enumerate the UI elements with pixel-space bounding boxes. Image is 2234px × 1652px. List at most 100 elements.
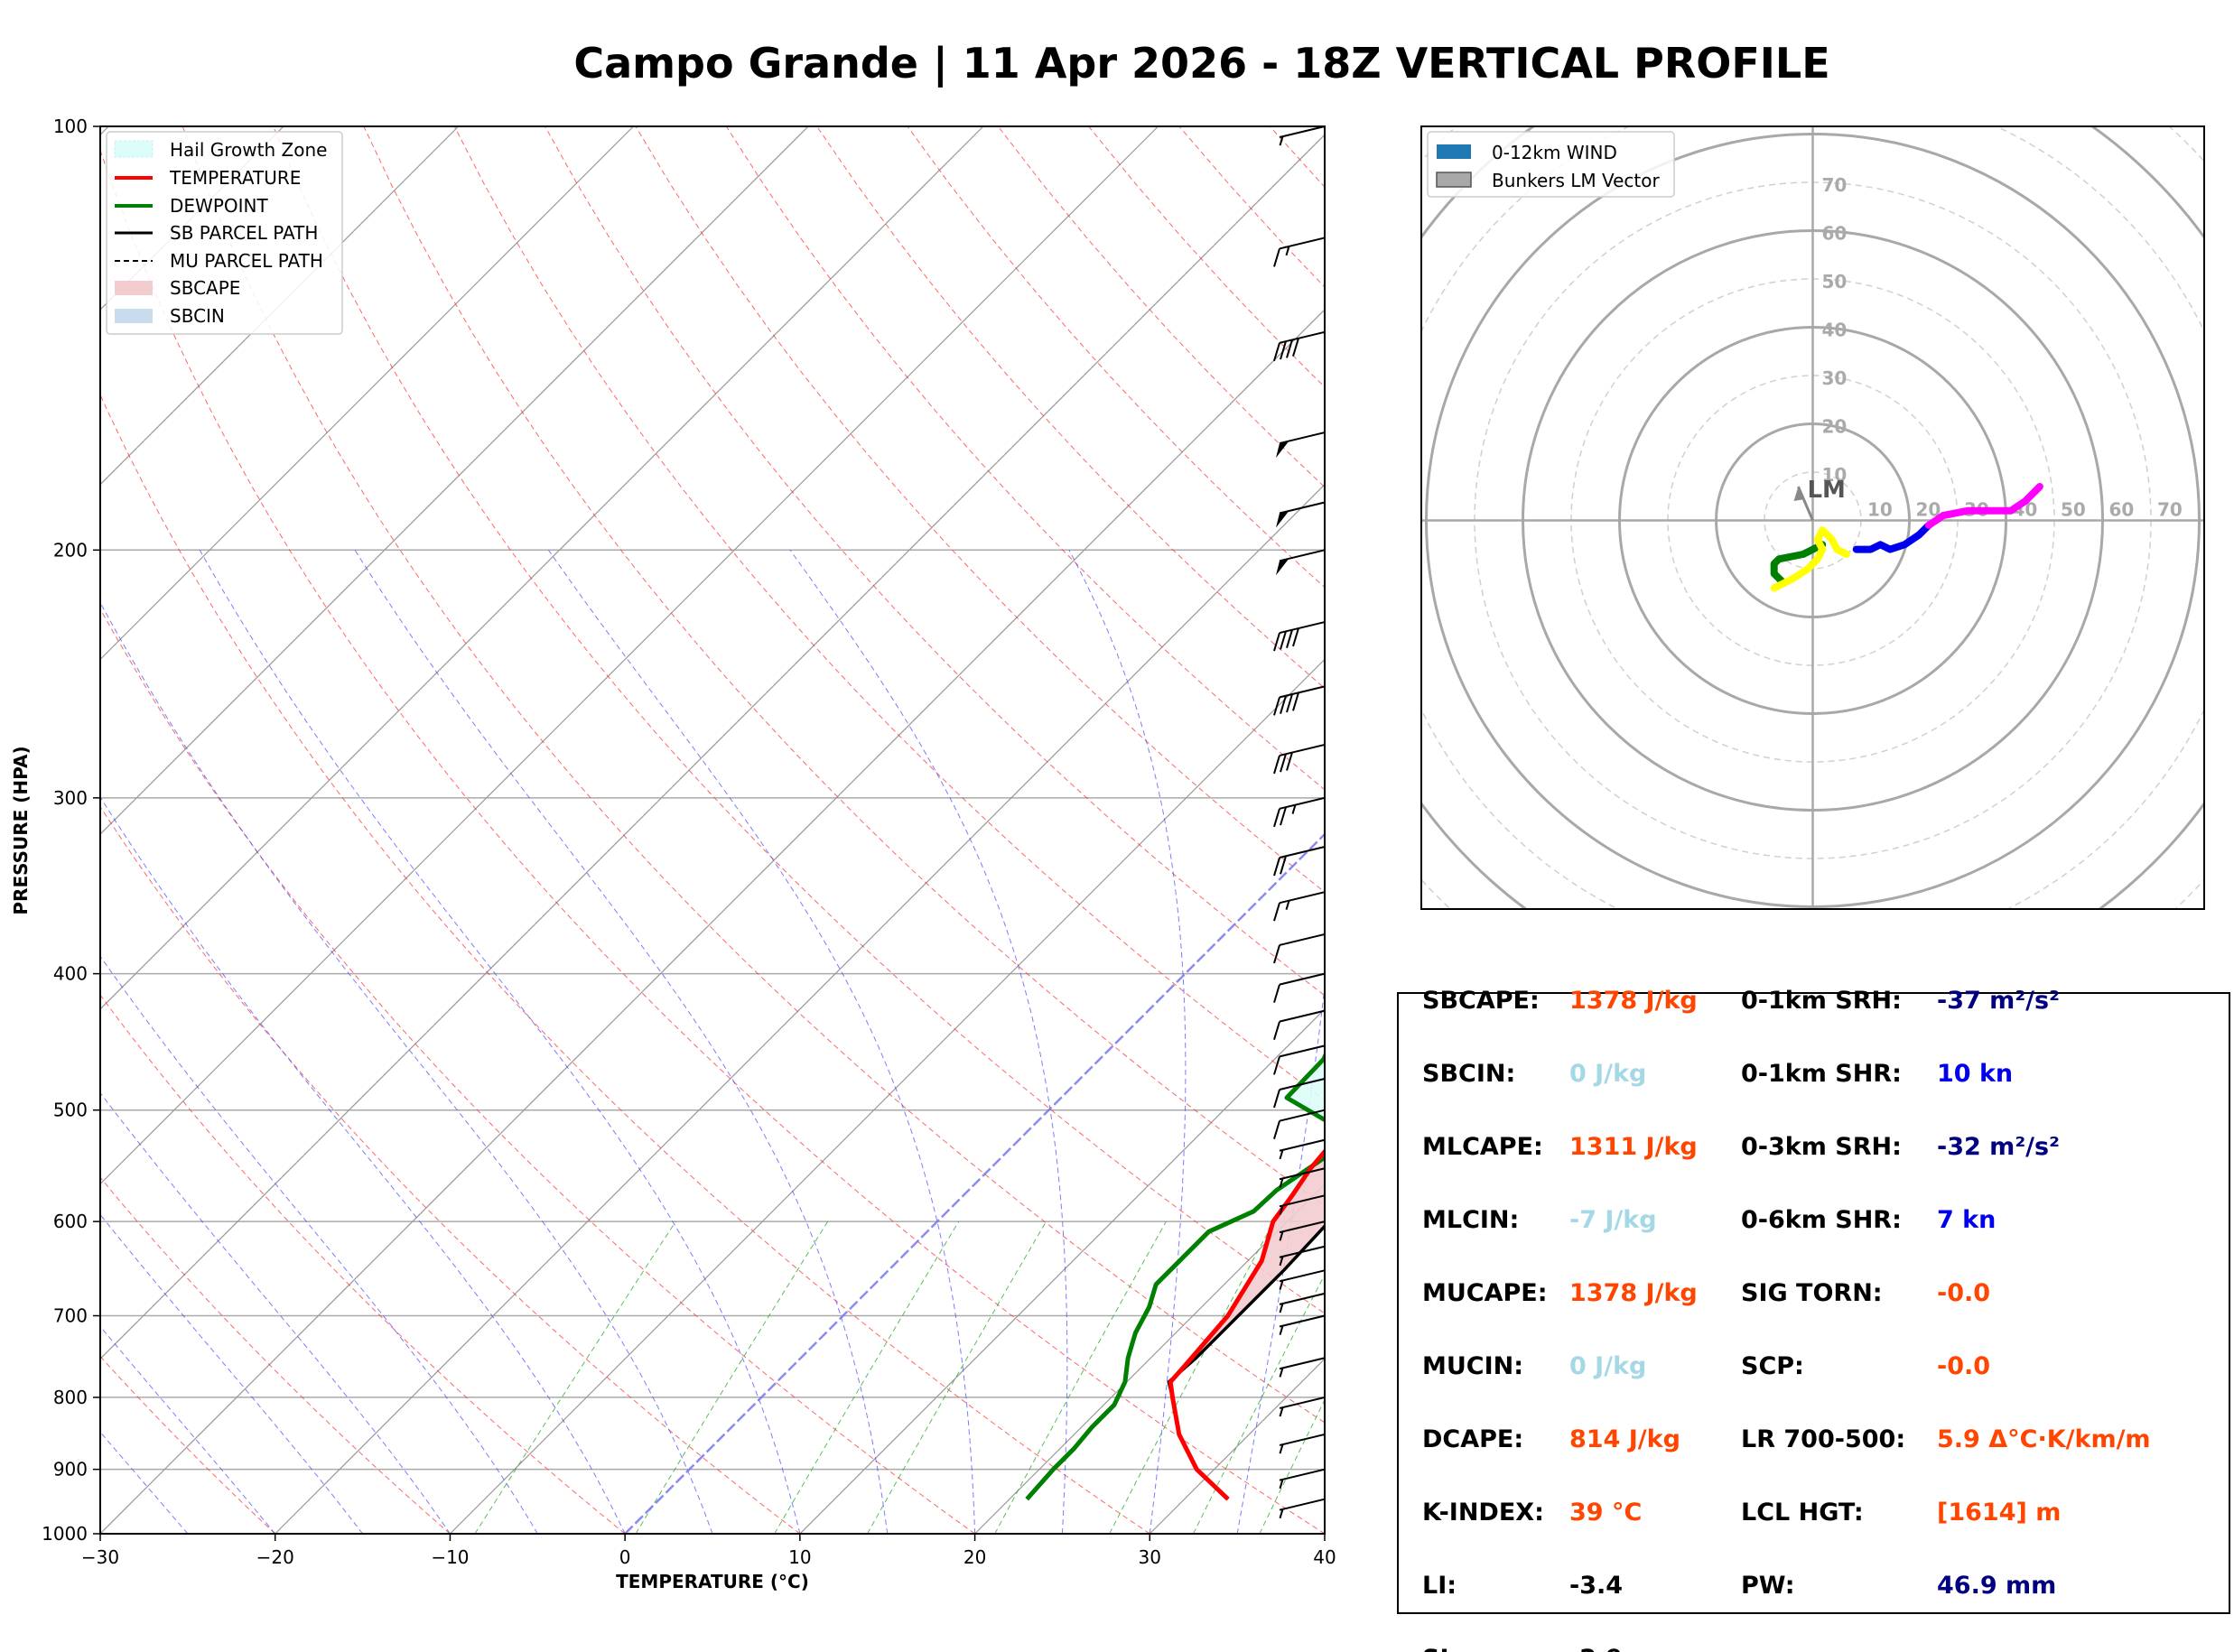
ring-label-vertical: 70 bbox=[1822, 174, 1848, 196]
wind-barb-full bbox=[1280, 753, 1287, 773]
wind-barb-full bbox=[1273, 1120, 1280, 1139]
wind-barb bbox=[1279, 1357, 1326, 1378]
skew-t-legend: Hail Growth Zone TEMPERATURE DEWPOINT SB… bbox=[106, 131, 343, 335]
index-label: LCL HGT: bbox=[1741, 1499, 1864, 1527]
moist-adiabat-line bbox=[100, 1213, 363, 1534]
index-value: 814 J/kg bbox=[1569, 1425, 1680, 1453]
wind-barb-half bbox=[1279, 1303, 1284, 1313]
wind-barb bbox=[1273, 1077, 1326, 1109]
wind-barb-full bbox=[1286, 752, 1293, 771]
index-value: 5.9 Δ°C·K/km/m bbox=[1937, 1425, 2151, 1453]
dry-adiabat-line bbox=[100, 608, 975, 1534]
legend-label-temperature: TEMPERATURE bbox=[169, 167, 301, 189]
wind-barb-staff bbox=[1279, 1109, 1326, 1122]
wind-barb-full bbox=[1273, 808, 1280, 828]
ring-label-vertical: 50 bbox=[1822, 271, 1848, 292]
wind-barb-staff bbox=[1279, 1498, 1326, 1511]
skew-t-plot: −30 −20 −10 0 10 20 30 40 1000 900 800 700 600 500 400… bbox=[10, 116, 1336, 1592]
index-label: SIG TORN: bbox=[1741, 1279, 1883, 1307]
index-value: 39 °C bbox=[1569, 1499, 1642, 1527]
wind-barb-full bbox=[1273, 342, 1280, 362]
index-value: -3.4 bbox=[1569, 1572, 1623, 1600]
wind-barb-staff bbox=[1279, 1077, 1326, 1091]
wind-barb-half bbox=[1279, 1479, 1284, 1490]
mixing-ratio-line bbox=[1109, 1220, 1275, 1534]
wind-barb-staff bbox=[1279, 1138, 1326, 1152]
hodograph-trace bbox=[1770, 541, 1827, 587]
y-tick-label: 1000 bbox=[42, 1523, 88, 1545]
wind-barb-half bbox=[1279, 1231, 1284, 1241]
wind-barb-half bbox=[1279, 1325, 1284, 1335]
index-label: LI: bbox=[1422, 1572, 1457, 1600]
index-value: 7 kn bbox=[1937, 1206, 1996, 1234]
dry-adiabat-line bbox=[273, 126, 1325, 1314]
y-tick-label: 700 bbox=[53, 1305, 88, 1327]
wind-barb-pennant bbox=[1276, 559, 1289, 576]
mixing-ratio-line bbox=[635, 1220, 829, 1534]
isotherm-line bbox=[100, 126, 460, 486]
legend-swatch-sbcin bbox=[115, 309, 153, 323]
mixing-ratio-line bbox=[474, 1220, 676, 1534]
isotherm-line bbox=[100, 126, 809, 835]
wind-barb bbox=[1273, 621, 1326, 652]
dry-adiabat-line bbox=[635, 126, 1325, 893]
legend-label-sbcape: SBCAPE bbox=[170, 277, 240, 299]
y-tick-label: 900 bbox=[53, 1459, 88, 1480]
moist-adiabat-line bbox=[100, 1091, 451, 1534]
wind-barb-full bbox=[1273, 857, 1280, 877]
wind-barb-full bbox=[1280, 806, 1287, 826]
wind-barb-full bbox=[1273, 697, 1280, 716]
wind-barb bbox=[1279, 1468, 1326, 1490]
mixing-ratio-line bbox=[774, 1220, 960, 1534]
index-label: MLCAPE: bbox=[1422, 1133, 1543, 1161]
wind-barb-staff bbox=[1279, 1194, 1326, 1208]
wind-barb bbox=[1279, 1269, 1326, 1290]
wind-barb bbox=[1273, 743, 1326, 775]
index-label: SCP: bbox=[1741, 1352, 1804, 1380]
dewpoint-line bbox=[1025, 1051, 1325, 1501]
wind-barb bbox=[1273, 891, 1326, 922]
wind-barb bbox=[1279, 1245, 1326, 1267]
bunkers-lm-arrowhead bbox=[1793, 487, 1805, 501]
index-label: DCAPE: bbox=[1422, 1425, 1523, 1453]
dry-adiabat-line bbox=[100, 994, 626, 1534]
y-tick-label: 100 bbox=[53, 116, 88, 137]
wind-barb-staff bbox=[1279, 1009, 1326, 1023]
legend-swatch-wind bbox=[1437, 144, 1471, 159]
wind-barb-staff bbox=[1279, 685, 1326, 699]
wind-barb-half bbox=[1279, 1508, 1284, 1519]
wind-barb-staff bbox=[1279, 846, 1326, 858]
wind-barb bbox=[1276, 432, 1326, 459]
wind-barb-staff bbox=[1279, 1167, 1326, 1181]
indices-frame bbox=[1397, 992, 2230, 1614]
wind-barb bbox=[1279, 1396, 1326, 1417]
index-label: 0-1km SHR: bbox=[1741, 1060, 1902, 1088]
wind-barb-half bbox=[1279, 1256, 1284, 1267]
index-value: 0 J/kg bbox=[1569, 1060, 1646, 1088]
figure-title: Campo Grande | 11 Apr 2026 - 18Z VERTICA… bbox=[573, 39, 1829, 88]
wind-barb-full bbox=[1273, 1056, 1280, 1075]
index-value: -32 m²/s² bbox=[1937, 1133, 2060, 1161]
wind-barb-full bbox=[1280, 340, 1287, 360]
wind-barb bbox=[1279, 1220, 1326, 1241]
wind-barb-full bbox=[1286, 339, 1293, 358]
wind-barb-staff bbox=[1279, 1468, 1326, 1481]
mixing-ratio-line bbox=[994, 1220, 1167, 1534]
x-tick-label: −20 bbox=[256, 1546, 294, 1568]
index-value: -37 m²/s² bbox=[1937, 987, 2060, 1015]
index-value: 1378 J/kg bbox=[1569, 987, 1698, 1015]
dry-adiabat-line bbox=[100, 148, 1325, 1534]
wind-barb-half bbox=[1279, 1149, 1284, 1160]
wind-barb-full bbox=[1273, 944, 1280, 964]
wind-barb-full bbox=[1273, 1021, 1280, 1040]
mixing-ratio-line bbox=[1259, 1398, 1325, 1534]
legend-swatch-hgz bbox=[114, 140, 154, 158]
wind-barb-staff bbox=[1279, 972, 1326, 986]
wind-barb bbox=[1273, 1109, 1326, 1139]
wind-barb-staff bbox=[1279, 1396, 1326, 1409]
wind-barb-half bbox=[1279, 1368, 1284, 1378]
moist-adiabat-line bbox=[354, 550, 889, 1534]
wind-barb-full bbox=[1280, 695, 1287, 714]
wind-barb-half bbox=[1285, 900, 1290, 910]
wind-barb-staff bbox=[1279, 1314, 1326, 1328]
